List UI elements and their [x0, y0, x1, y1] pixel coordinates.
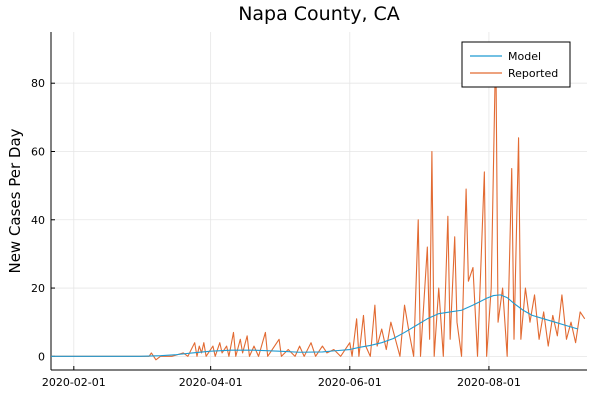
y-tick-label: 60: [31, 145, 45, 158]
legend-label-reported: Reported: [508, 67, 558, 80]
legend: Model Reported: [461, 41, 571, 88]
x-tick-label: 2020-02-01: [42, 376, 106, 389]
series-lines: [51, 41, 586, 361]
y-axis-label: New Cases Per Day: [6, 128, 24, 273]
y-tick-label: 0: [38, 350, 45, 363]
legend-box: [461, 41, 571, 88]
chart-title: Napa County, CA: [238, 3, 400, 25]
y-tick-label: 20: [31, 282, 45, 295]
x-tick-label: 2020-06-01: [318, 376, 382, 389]
y-tick-label: 80: [31, 77, 45, 90]
series-line-model: [51, 294, 579, 357]
axes: [50, 32, 587, 371]
tick-labels: 0 20 40 60 80 2020-02-01 2020-04-01 2020-06-01 2…: [31, 77, 521, 389]
legend-label-model: Model: [508, 50, 541, 63]
grid: [51, 32, 587, 370]
series-line-reported: [51, 41, 586, 361]
y-tick-label: 40: [31, 214, 45, 227]
x-tick-label: 2020-08-01: [457, 376, 521, 389]
x-tick-label: 2020-04-01: [179, 376, 243, 389]
